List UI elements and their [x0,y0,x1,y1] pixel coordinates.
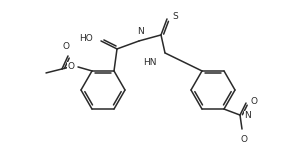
Text: N: N [244,111,251,120]
Text: HO: HO [79,34,93,44]
Text: N: N [138,27,144,36]
Text: HN: HN [144,58,157,67]
Text: S: S [172,12,178,21]
Text: O: O [67,62,74,71]
Text: O: O [241,135,247,144]
Text: O: O [251,96,258,106]
Text: O: O [63,42,69,51]
